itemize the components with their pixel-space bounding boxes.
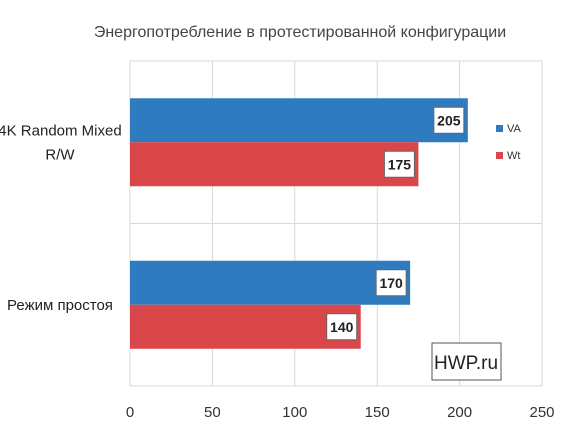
data-label-box [383,150,415,178]
legend: VA Wt [496,123,522,162]
chart-title: Энергопотребление в протестированной кон… [94,24,506,41]
legend-swatch [496,125,503,132]
data-label: 205 [437,112,461,128]
legend-swatch [496,152,503,159]
x-tick-label: 50 [204,404,221,421]
x-tick-label: 0 [126,404,134,421]
data-label-box [375,269,407,297]
data-label: 175 [388,156,412,172]
y-axis: 4K Random Mixed R/W Режим простоя [0,122,122,314]
watermark: HWP.ru [431,342,502,381]
data-label-box [326,313,358,341]
legend-label: VA [507,123,522,135]
legend-label: Wt [507,150,520,162]
watermark-text: HWP.ru [434,353,498,374]
bar-wt-1 [130,142,419,187]
x-axis: 0 50 100 150 200 250 [126,404,555,421]
bars: 205 175 170 140 [130,98,468,349]
category-label: 4K Random Mixed [0,122,122,139]
x-tick-label: 150 [365,404,390,421]
category-label: Режим простоя [7,297,113,314]
x-tick-label: 100 [282,404,307,421]
data-label: 140 [330,319,354,335]
data-label: 170 [379,275,403,291]
bar-va-2 [130,260,411,305]
data-label-box [433,106,465,134]
bar-wt-2 [130,304,361,349]
category-label: R/W [45,146,75,163]
x-tick-label: 200 [447,404,472,421]
x-tick-label: 250 [529,404,554,421]
bar-va-1 [130,98,468,143]
